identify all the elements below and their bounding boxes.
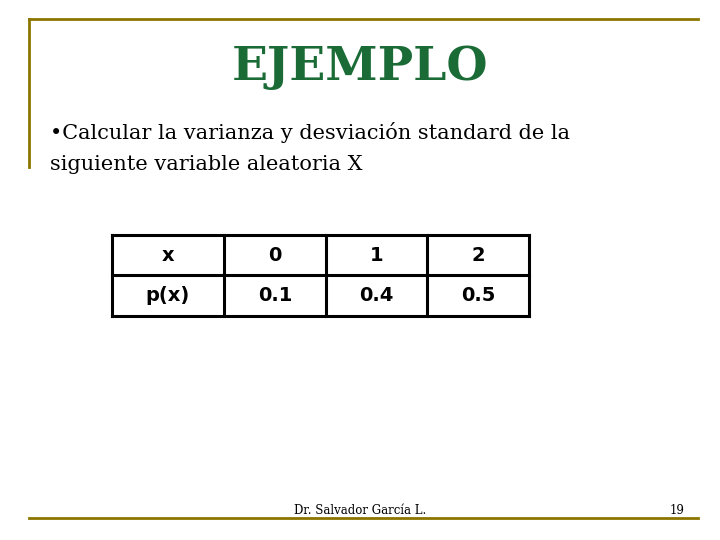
Text: 2: 2 (472, 246, 485, 265)
Text: x: x (162, 246, 174, 265)
Text: 0.4: 0.4 (359, 286, 394, 305)
Text: 0.1: 0.1 (258, 286, 292, 305)
Text: p(x): p(x) (146, 286, 190, 305)
Text: 19: 19 (670, 504, 684, 517)
Text: 1: 1 (370, 246, 383, 265)
Text: siguiente variable aleatoria X: siguiente variable aleatoria X (50, 155, 363, 174)
Text: 0.5: 0.5 (461, 286, 495, 305)
Text: Dr. Salvador García L.: Dr. Salvador García L. (294, 504, 426, 517)
Text: •Calcular la varianza y desviación standard de la: •Calcular la varianza y desviación stand… (50, 122, 570, 143)
Text: 0: 0 (269, 246, 282, 265)
Text: EJEMPLO: EJEMPLO (232, 44, 488, 91)
